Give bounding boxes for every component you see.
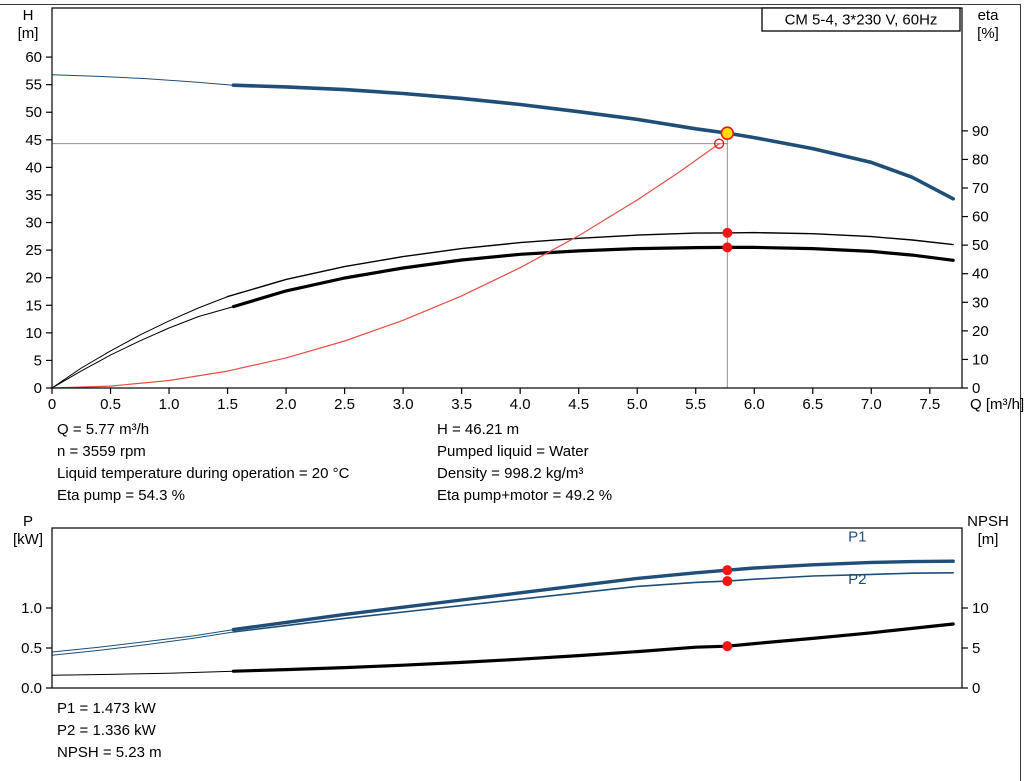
svg-text:25: 25 bbox=[25, 242, 42, 259]
svg-text:0: 0 bbox=[972, 380, 980, 397]
svg-text:80: 80 bbox=[972, 151, 989, 168]
svg-text:5.5: 5.5 bbox=[685, 396, 706, 413]
head-eta-chart-frame bbox=[51, 7, 963, 389]
requested-duty-point bbox=[713, 138, 725, 149]
right-axis-title: NPSH bbox=[967, 513, 1009, 530]
svg-text:7.5: 7.5 bbox=[919, 396, 940, 413]
annotation-head: H = 46.21 m bbox=[437, 421, 520, 438]
annotation-eta-total: Eta pump+motor = 49.2 % bbox=[437, 487, 613, 504]
p1-point bbox=[722, 565, 733, 576]
svg-text:6.5: 6.5 bbox=[802, 396, 823, 413]
svg-text:55: 55 bbox=[25, 77, 42, 94]
p2-curve bbox=[232, 572, 954, 633]
eta-pump-motor-curve-ext bbox=[51, 306, 234, 389]
svg-text:2.0: 2.0 bbox=[276, 396, 297, 413]
eta-pump-curve-ext bbox=[51, 296, 229, 389]
svg-text:1.0: 1.0 bbox=[21, 600, 42, 617]
annotation-p1: P1 = 1.473 kW bbox=[57, 700, 156, 717]
svg-text:5.0: 5.0 bbox=[627, 396, 648, 413]
pump-model-box bbox=[761, 7, 961, 32]
annotation-liquid: Pumped liquid = Water bbox=[437, 443, 589, 460]
svg-text:40: 40 bbox=[972, 266, 989, 283]
svg-text:50: 50 bbox=[25, 104, 42, 121]
left-axis-unit: [m] bbox=[18, 25, 39, 42]
window-border-top bbox=[0, 4, 1021, 5]
head-curve bbox=[231, 83, 955, 201]
svg-text:5: 5 bbox=[972, 640, 980, 657]
x-axis-title: Q [m³/h] bbox=[970, 396, 1024, 413]
svg-text:2.5: 2.5 bbox=[334, 396, 355, 413]
svg-text:15: 15 bbox=[25, 297, 42, 314]
eta-pump-motor-point bbox=[722, 242, 733, 253]
right-axis-title: eta bbox=[978, 7, 1000, 24]
series-label-p2: P2 bbox=[848, 571, 866, 588]
pump-model-label: CM 5-4, 3*230 V, 60Hz bbox=[785, 12, 938, 29]
annotation-density: Density = 998.2 kg/m³ bbox=[437, 465, 584, 482]
svg-text:60: 60 bbox=[972, 209, 989, 226]
duty-point[interactable] bbox=[720, 126, 735, 140]
right-axis-unit: [m] bbox=[978, 531, 999, 548]
window-border-right bbox=[1020, 4, 1021, 781]
annotation-npsh: NPSH = 5.23 m bbox=[57, 744, 162, 761]
svg-text:1.0: 1.0 bbox=[159, 396, 180, 413]
eta-pump-motor-curve bbox=[231, 245, 955, 309]
annotation-p2: P2 = 1.336 kW bbox=[57, 722, 156, 739]
svg-text:0.5: 0.5 bbox=[100, 396, 121, 413]
svg-text:3.0: 3.0 bbox=[393, 396, 414, 413]
npsh-point bbox=[722, 641, 733, 652]
power-npsh-chart-frame bbox=[51, 527, 963, 689]
npsh-curve-ext bbox=[51, 670, 234, 676]
svg-text:40: 40 bbox=[25, 159, 42, 176]
left-axis-unit: [kW] bbox=[13, 531, 43, 548]
svg-text:0.5: 0.5 bbox=[21, 640, 42, 657]
svg-text:4.5: 4.5 bbox=[568, 396, 589, 413]
annotation-speed: n = 3559 rpm bbox=[57, 443, 146, 460]
eta-pump-curve bbox=[226, 231, 954, 298]
p2-point bbox=[722, 576, 733, 587]
svg-text:0: 0 bbox=[48, 396, 56, 413]
svg-text:3.5: 3.5 bbox=[451, 396, 472, 413]
svg-text:1.5: 1.5 bbox=[217, 396, 238, 413]
svg-text:30: 30 bbox=[972, 294, 989, 311]
svg-text:35: 35 bbox=[25, 187, 42, 204]
npsh-curve bbox=[231, 622, 955, 673]
annotation-flow: Q = 5.77 m³/h bbox=[57, 421, 150, 438]
svg-text:0.0: 0.0 bbox=[21, 680, 42, 697]
system-curve bbox=[51, 143, 720, 389]
svg-text:50: 50 bbox=[972, 237, 989, 254]
svg-text:6.0: 6.0 bbox=[744, 396, 765, 413]
svg-text:45: 45 bbox=[25, 132, 42, 149]
svg-text:0: 0 bbox=[34, 380, 42, 397]
series-label-p1: P1 bbox=[848, 529, 866, 546]
svg-text:20: 20 bbox=[972, 323, 989, 340]
svg-text:10: 10 bbox=[25, 325, 42, 342]
svg-text:0: 0 bbox=[972, 680, 980, 697]
svg-text:20: 20 bbox=[25, 270, 42, 287]
p2-curve-ext bbox=[51, 631, 234, 656]
svg-text:4.0: 4.0 bbox=[510, 396, 531, 413]
svg-text:30: 30 bbox=[25, 215, 42, 232]
left-axis-title: P bbox=[23, 513, 33, 530]
left-axis-title: H bbox=[23, 7, 34, 24]
svg-text:90: 90 bbox=[972, 123, 989, 140]
p1-curve bbox=[231, 559, 955, 632]
eta-pump-point bbox=[722, 227, 733, 238]
right-axis-unit: [%] bbox=[977, 25, 999, 42]
svg-text:10: 10 bbox=[972, 351, 989, 368]
head-curve-ext bbox=[51, 74, 234, 86]
svg-text:60: 60 bbox=[25, 49, 42, 66]
p1-curve-ext bbox=[51, 629, 234, 653]
svg-text:10: 10 bbox=[972, 600, 989, 617]
annotation-eta-pump: Eta pump = 54.3 % bbox=[57, 487, 185, 504]
svg-text:5: 5 bbox=[34, 352, 42, 369]
annotation-temperature: Liquid temperature during operation = 20… bbox=[57, 465, 350, 482]
svg-text:7.0: 7.0 bbox=[861, 396, 882, 413]
svg-text:70: 70 bbox=[972, 180, 989, 197]
